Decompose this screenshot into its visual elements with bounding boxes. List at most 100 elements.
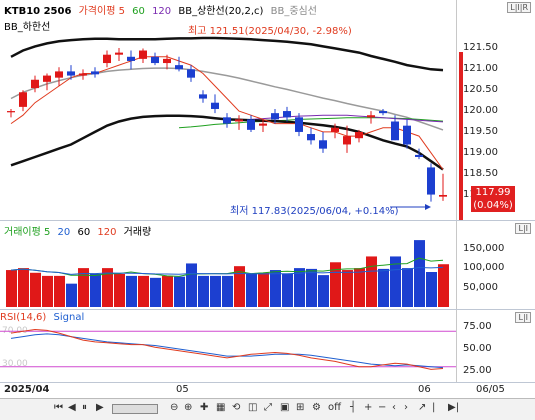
step-back-icon[interactable]: ┤ xyxy=(350,402,357,413)
legend-volume[interactable]: 거래량 xyxy=(123,227,152,238)
candle-body xyxy=(115,52,123,55)
candle-body xyxy=(391,121,399,141)
zoom-in-icon[interactable]: ⊕ xyxy=(184,402,193,413)
compare-icon[interactable]: ◫ xyxy=(248,402,258,413)
volume-bar xyxy=(234,266,245,307)
price-chart[interactable] xyxy=(0,0,457,220)
volume-bar xyxy=(294,268,305,307)
candle-body xyxy=(211,102,219,109)
rsi-tick-label: 25.00 xyxy=(463,365,492,377)
volume-bar xyxy=(90,273,101,307)
volume-bar xyxy=(330,262,341,307)
legend-ma60[interactable]: 60 xyxy=(132,6,145,17)
candle-body xyxy=(235,119,243,122)
remove-icon[interactable]: − xyxy=(378,402,387,413)
volume-bar xyxy=(42,275,53,307)
volume-bar xyxy=(78,268,89,307)
legend-bb-lower[interactable]: BB_하한선 xyxy=(4,22,51,33)
rsi-tick-label: 50.00 xyxy=(463,343,492,354)
volume-tick-label: 50,000 xyxy=(463,281,498,293)
volume-bar xyxy=(402,268,413,307)
legend-bb-mid[interactable]: BB_중심선 xyxy=(270,6,317,17)
candle-body xyxy=(283,111,291,118)
volume-bar xyxy=(426,272,437,307)
volume-chart[interactable] xyxy=(0,221,457,309)
volume-bar xyxy=(186,263,197,307)
price-tick-label: 120.50 xyxy=(463,84,498,96)
grid-icon[interactable]: ⊞ xyxy=(296,402,305,413)
legend-bb-upper[interactable]: BB_상한선(20,2,c) xyxy=(178,6,264,17)
zoom-toggle-button[interactable]: off xyxy=(328,402,342,413)
price-tick-label: 119.00 xyxy=(463,146,498,158)
volume-bar xyxy=(282,273,293,307)
candle-body xyxy=(331,127,339,132)
prev-icon[interactable]: ◀ xyxy=(68,402,76,413)
volume-bar xyxy=(318,275,329,307)
history-icon[interactable]: ⟲ xyxy=(232,402,241,413)
ma5-line xyxy=(10,56,444,170)
rsi-tick-label: 75.00 xyxy=(463,320,492,332)
candle-body xyxy=(223,117,231,124)
volume-bar xyxy=(114,273,125,307)
scroll-slider[interactable] xyxy=(112,404,158,414)
candle-body xyxy=(31,79,39,89)
scroll-right-icon[interactable]: › xyxy=(404,402,408,413)
volume-bar xyxy=(438,264,449,307)
candle-body xyxy=(427,167,435,195)
axis-li-badge[interactable]: L|I xyxy=(515,312,531,323)
line-icon[interactable]: | xyxy=(432,402,436,413)
save-icon[interactable]: ▣ xyxy=(280,402,290,413)
rsi-y-axis: L|I 75.00 50.00 25.00 xyxy=(456,310,535,382)
volume-bar xyxy=(342,270,353,307)
price-tick-label: 121.00 xyxy=(463,63,498,75)
candle-body xyxy=(175,65,183,70)
axis-li-badge[interactable]: L|I xyxy=(515,223,531,234)
legend-vol-ma20[interactable]: 20 xyxy=(57,227,71,238)
candle-body xyxy=(439,194,447,197)
legend-ma120[interactable]: 120 xyxy=(152,6,172,17)
legend-signal[interactable]: Signal xyxy=(53,312,85,323)
rsi-chart[interactable] xyxy=(0,310,457,382)
legend-vol-ma120[interactable]: 120 xyxy=(97,227,117,238)
add-icon[interactable]: + xyxy=(364,402,373,413)
legend-rsi[interactable]: RSI(14,6) xyxy=(0,312,47,323)
candle-body xyxy=(67,71,75,76)
zoom-out-icon[interactable]: ⊖ xyxy=(170,402,179,413)
end-icon[interactable]: ▶| xyxy=(448,402,460,413)
legend-symbol[interactable]: KTB10 2506 xyxy=(4,6,72,17)
ma60-line xyxy=(178,117,444,129)
price-legend: KTB10 2506 가격이평 5 60 120 BB_상한선(20,2,c) … xyxy=(4,2,321,17)
crosshair-icon[interactable]: ✚ xyxy=(200,402,209,413)
next-icon[interactable]: ▶ xyxy=(96,402,104,413)
settings-icon[interactable]: ⚙ xyxy=(312,402,321,413)
rsi-level-low: 30.00 xyxy=(2,359,28,369)
price-y-axis: L|I|R 121.50 121.00 120.50 120.00 119.50 119.… xyxy=(456,0,535,220)
candle-body xyxy=(379,111,387,114)
volume-bar xyxy=(162,275,173,307)
volume-tick-label: 150,000 xyxy=(463,242,505,254)
price-tick-label: 120.00 xyxy=(463,105,498,117)
expand-icon[interactable]: ↗ xyxy=(418,402,427,413)
chart-type-icon[interactable]: ▦ xyxy=(216,402,226,413)
fit-icon[interactable]: ⤢ xyxy=(264,402,272,413)
volume-bar xyxy=(354,268,365,307)
legend-vol-ma5[interactable]: 거래이평 5 xyxy=(4,227,51,238)
candle-body xyxy=(355,131,363,139)
volume-bar xyxy=(174,276,185,307)
volume-bar xyxy=(390,256,401,307)
x-label-jun: 06 xyxy=(418,384,431,395)
legend-vol-ma60[interactable]: 60 xyxy=(77,227,91,238)
low-annotation: 최저 117.83(2025/06/04, +0.14%) xyxy=(230,206,399,217)
candle-body xyxy=(403,125,411,145)
rsi-panel: RSI(14,6) Signal 70.00 30.00 L|I 75.00 50… xyxy=(0,310,535,383)
first-icon[interactable]: ⏮ xyxy=(54,402,63,413)
candle-body xyxy=(259,123,267,126)
legend-ma5[interactable]: 가격이평 5 xyxy=(78,6,125,17)
pause-icon[interactable]: ⏸ xyxy=(82,402,87,413)
rsi-legend: RSI(14,6) Signal xyxy=(0,312,88,323)
price-panel: KTB10 2506 가격이평 5 60 120 BB_상한선(20,2,c) … xyxy=(0,0,535,221)
scroll-left-icon[interactable]: ‹ xyxy=(392,402,396,413)
chart-toolbar: ⏮ ◀ ⏸ ▶ ⊖ ⊕ ✚ ▦ ⟲ ◫ ⤢ ▣ ⊞ ⚙ off ┤ + − ‹ … xyxy=(0,398,535,420)
last-price-change: (0.04%) xyxy=(473,200,513,211)
axis-lir-badge[interactable]: L|I|R xyxy=(507,2,531,13)
